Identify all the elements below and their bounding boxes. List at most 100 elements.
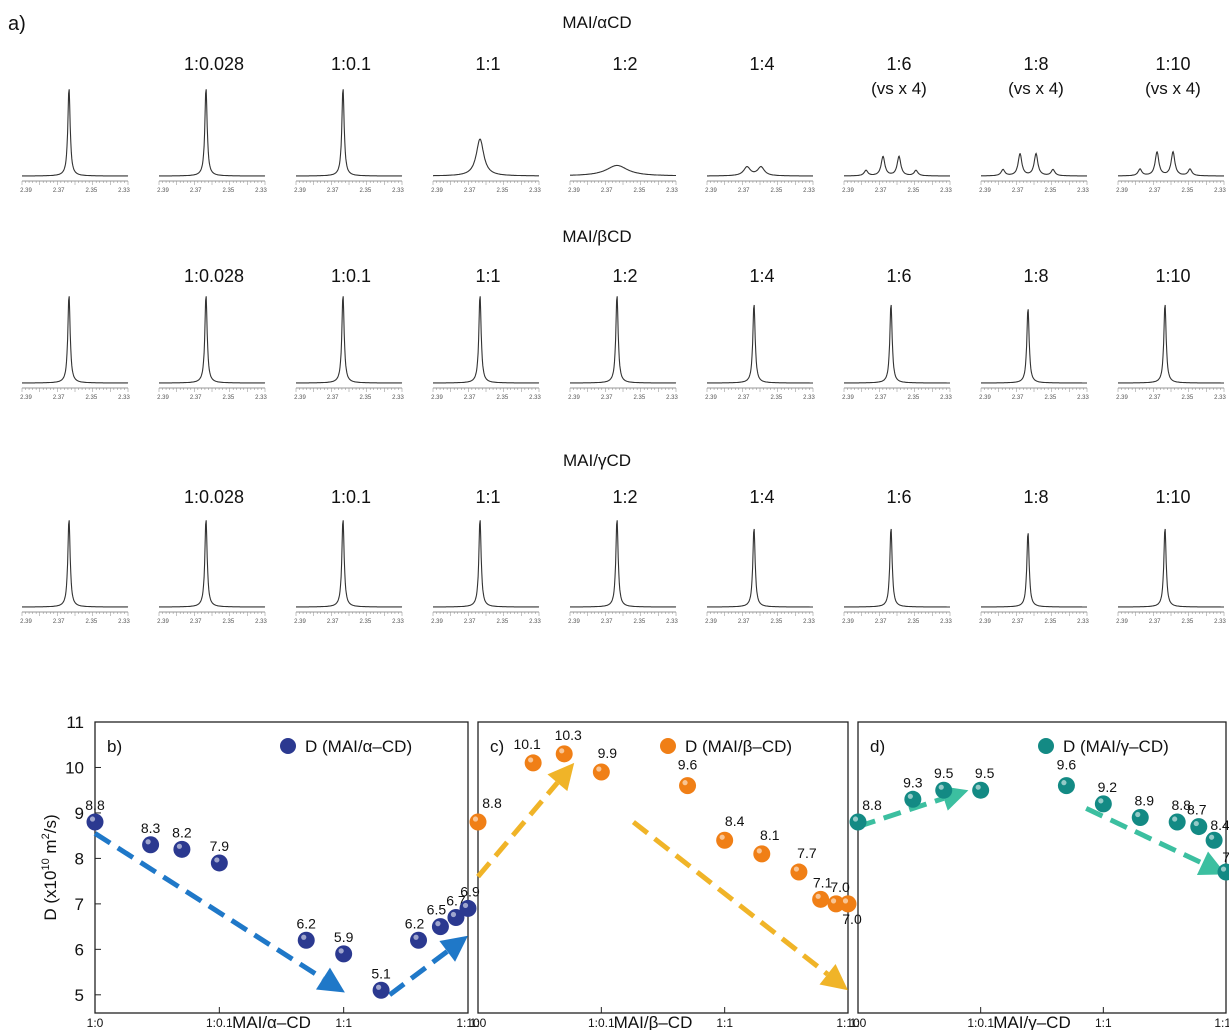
legend-label: D (MAI/α–CD) [305,737,412,756]
spectrum: 1:4 2.39 2.37 2.35 2.33 [705,487,815,625]
ratio-label: 1:0.1 [331,54,371,74]
spectrum-tick-label: 2.37 [190,188,202,194]
x-tick-label: 1:1 [716,1016,733,1030]
ratio-label: 1:8 [1023,54,1048,74]
x-tick-label: 1:0.1 [588,1016,615,1030]
spectrum-tick-label: 2.37 [875,395,887,401]
ratio-label: 1:6 [886,487,911,507]
data-point-highlight [528,757,534,763]
trend-arrow-line [631,820,830,977]
y-tick-label: 10 [65,758,84,777]
spectrum-tick-label: 2.33 [255,619,267,625]
data-label: 7.1 [813,874,833,890]
data-point-highlight [472,816,479,822]
spectrum: 2.39 2.37 2.35 2.33 [20,89,130,194]
spectrum-tick-label: 2.35 [1044,188,1056,194]
spectrum-tick-label: 2.37 [1149,395,1161,401]
data-point-highlight [1172,816,1178,822]
spectrum: 1:0.1 2.39 2.37 2.35 2.33 [294,266,404,401]
spectrum: 2.39 2.37 2.35 2.33 [20,520,130,625]
spectrum-tick-label: 2.39 [294,188,306,194]
data-label: 8.8 [85,797,105,813]
data-point [459,899,477,917]
ratio-label: 1:8 [1023,487,1048,507]
trend-arrow-head [315,967,345,993]
spectrum-tick-label: 2.39 [157,395,169,401]
data-point-highlight [450,911,457,918]
spectrum-tick-label: 2.33 [803,395,815,401]
spectrum-tick-label: 2.37 [738,619,750,625]
spectrum-tick-label: 2.33 [1077,619,1089,625]
data-point-highlight [176,843,183,849]
y-axis-label: D (x1010 m2/s) [40,814,60,920]
spectrum-tick-label: 2.35 [359,395,371,401]
spectrum-tick-label: 2.37 [327,395,339,401]
spectrum: 1:10 2.39 2.37 2.35 2.33 [1116,266,1226,401]
data-point-highlight [682,780,688,786]
spectrum: 1:8 2.39 2.37 2.35 2.33 [979,487,1089,625]
spectrum-line [981,309,1087,384]
ratio-label: 1:1 [475,266,500,286]
spectrum-line [296,520,403,608]
row-title: MAI/γCD [563,451,631,470]
data-point-highlight [719,834,725,840]
ratio-label: 1:0.1 [331,266,371,286]
x-tick-label: 1:10 [456,1016,480,1030]
data-label: 7.7 [797,845,817,861]
spectrum-tick-label: 2.35 [496,395,508,401]
spectrum-tick-label: 2.39 [842,395,854,401]
spectrum-tick-label: 2.37 [53,619,65,625]
data-label: 8.7 [1187,802,1207,818]
data-label: 9.9 [598,745,618,761]
spectrum-tick-label: 2.35 [1044,619,1056,625]
data-label: 7.9 [210,838,230,854]
scatter-panel: 1:0 1:0.1 1:1 1:10 MAI/γ–CD d) D (MAI/γ–CD) 8.8… [849,721,1229,1030]
legend-label: D (MAI/γ–CD) [1063,737,1169,756]
spectrum-tick-label: 2.39 [705,619,717,625]
spectrum: 1:10 (vs x 4) 2.39 2.37 2.35 2.33 [1116,54,1226,194]
data-point-highlight [301,934,307,940]
data-point-highlight [852,816,859,822]
spectrum-tick-label: 2.37 [738,188,750,194]
spectrum-line [22,296,129,384]
spectrum-tick-label: 2.35 [85,395,97,401]
trend-arrow-line [1085,806,1204,866]
legend-marker [280,738,296,754]
data-point [839,895,857,913]
spectrum-tick-label: 2.39 [294,619,306,625]
data-point [1094,795,1112,813]
x-axis-label: MAI/β–CD [614,1013,693,1030]
spectrum: 2.39 2.37 2.35 2.33 [20,296,130,401]
data-point [812,890,830,908]
ratio-label: 1:2 [612,487,637,507]
spectrum-line [844,528,950,608]
spectrum-line [22,89,129,177]
data-label: 9.6 [1057,757,1077,773]
spectrum-line [570,296,677,384]
spectrum: 1:8 (vs x 4) 2.39 2.37 2.35 2.33 [979,54,1089,194]
data-label: 8.8 [862,797,882,813]
spectrum-tick-label: 2.35 [633,188,645,194]
spectrum-tick-label: 2.37 [738,395,750,401]
data-point-highlight [1220,866,1227,872]
spectrum-tick-label: 2.33 [1077,188,1089,194]
spectrum-tick-label: 2.35 [496,619,508,625]
data-point [142,836,160,854]
trend-arrow-head [439,935,468,962]
x-axis-label: MAI/γ–CD [993,1013,1070,1030]
y-tick-label: 11 [66,713,84,732]
spectrum-tick-label: 2.33 [255,188,267,194]
data-label: 7.0 [842,911,862,927]
spectrum: 1:1 2.39 2.37 2.35 2.33 [431,54,541,194]
x-axis-label: MAI/α–CD [232,1013,311,1030]
data-point [1168,813,1186,831]
plot-frame [94,721,469,1014]
x-tick-label: 1:0 [87,1016,104,1030]
spectrum-tick-label: 2.37 [1149,619,1161,625]
spectrum: 1:2 2.39 2.37 2.35 2.33 [568,54,678,194]
spectrum: 1:4 2.39 2.37 2.35 2.33 [705,54,815,194]
x-tick-label: 1:1 [335,1016,352,1030]
spectrum-tick-label: 2.33 [529,188,541,194]
spectrum-tick-label: 2.35 [907,619,919,625]
